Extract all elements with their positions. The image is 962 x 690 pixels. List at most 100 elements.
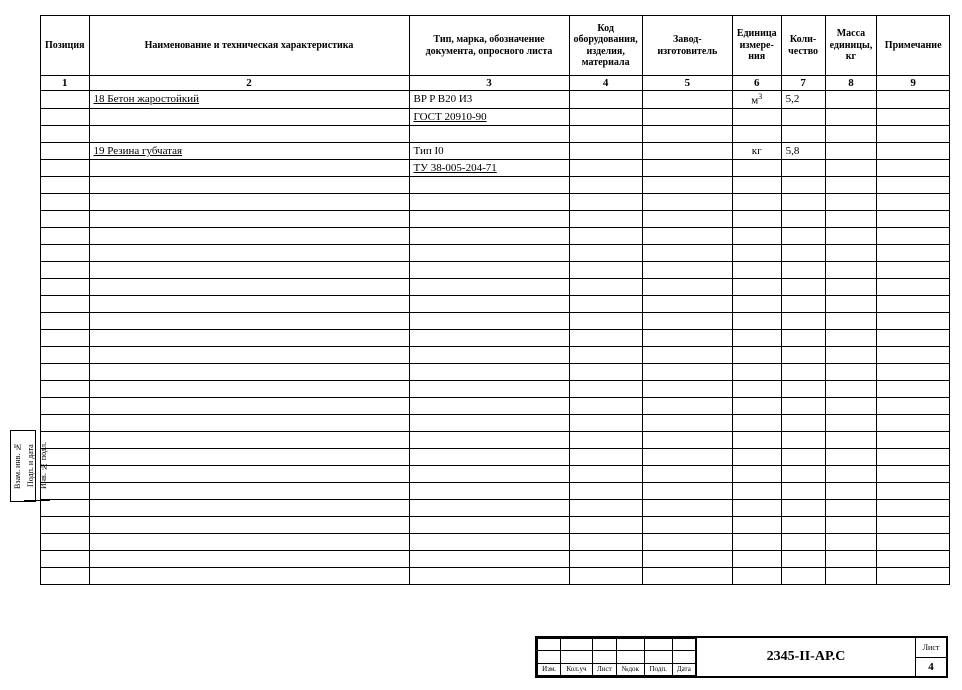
cell-c9 [877, 125, 950, 142]
table-row [41, 533, 950, 550]
cell-c9 [877, 193, 950, 210]
cell-c7 [781, 244, 825, 261]
cell-c2 [89, 278, 409, 295]
cell-c1 [41, 244, 90, 261]
table-row [41, 278, 950, 295]
cell-c2 [89, 465, 409, 482]
side-stamp: Взам. инв. № Подп. и дата Инв. № подл. [10, 430, 36, 502]
cell-c7 [781, 210, 825, 227]
table-row [41, 363, 950, 380]
colnum: 8 [825, 76, 877, 91]
sig-label: Изм. [538, 663, 561, 675]
cell-c3 [409, 397, 569, 414]
cell-c2 [89, 397, 409, 414]
cell-c4 [569, 125, 642, 142]
cell-c2 [89, 193, 409, 210]
cell-c1 [41, 142, 90, 159]
cell-c4 [569, 227, 642, 244]
table-row [41, 448, 950, 465]
cell-c4 [569, 108, 642, 125]
table-row [41, 210, 950, 227]
cell-c7 [781, 363, 825, 380]
cell-c3 [409, 516, 569, 533]
table-row [41, 261, 950, 278]
cell-c4 [569, 448, 642, 465]
cell-c1 [41, 397, 90, 414]
cell-c5 [642, 380, 732, 397]
cell-c8 [825, 482, 877, 499]
cell-c4 [569, 397, 642, 414]
sig-cell [561, 651, 593, 663]
cell-c4 [569, 210, 642, 227]
cell-c1 [41, 227, 90, 244]
cell-c3 [409, 176, 569, 193]
cell-c5 [642, 108, 732, 125]
cell-c5 [642, 431, 732, 448]
cell-c8 [825, 125, 877, 142]
cell-c5 [642, 567, 732, 584]
colnum: 9 [877, 76, 950, 91]
cell-c7 [781, 380, 825, 397]
cell-c6 [732, 295, 781, 312]
sig-cell [592, 651, 616, 663]
cell-c9 [877, 448, 950, 465]
cell-c7 [781, 482, 825, 499]
cell-c9 [877, 278, 950, 295]
cell-c6 [732, 533, 781, 550]
cell-c5 [642, 295, 732, 312]
cell-c2 [89, 482, 409, 499]
cell-c4 [569, 176, 642, 193]
cell-c8 [825, 193, 877, 210]
cell-c2 [89, 431, 409, 448]
cell-c4 [569, 346, 642, 363]
cell-c1 [41, 312, 90, 329]
cell-c6 [732, 108, 781, 125]
cell-c9 [877, 295, 950, 312]
cell-c8 [825, 414, 877, 431]
table-body: 18 Бетон жаростойкийBP P B20 И3м35,2ГОСТ… [41, 91, 950, 585]
cell-c6: кг [732, 142, 781, 159]
cell-c6 [732, 397, 781, 414]
cell-c1 [41, 567, 90, 584]
cell-c7: 5,2 [781, 91, 825, 109]
colnum: 1 [41, 76, 90, 91]
cell-c6 [732, 227, 781, 244]
cell-c2 [89, 295, 409, 312]
cell-c5 [642, 193, 732, 210]
cell-c7 [781, 278, 825, 295]
cell-c6 [732, 261, 781, 278]
cell-c1 [41, 159, 90, 176]
cell-c5 [642, 159, 732, 176]
table-row: ТУ 38-005-204-71 [41, 159, 950, 176]
cell-c5 [642, 516, 732, 533]
header-mass: Масса единицы, кг [825, 16, 877, 76]
cell-c9 [877, 380, 950, 397]
cell-c2 [89, 176, 409, 193]
cell-c3 [409, 312, 569, 329]
cell-c3: ТУ 38-005-204-71 [409, 159, 569, 176]
cell-c1 [41, 108, 90, 125]
cell-c6 [732, 125, 781, 142]
cell-c4 [569, 414, 642, 431]
cell-c5 [642, 499, 732, 516]
sig-cell [672, 651, 695, 663]
cell-c3 [409, 380, 569, 397]
cell-c8 [825, 261, 877, 278]
cell-c6 [732, 244, 781, 261]
cell-c1 [41, 329, 90, 346]
header-maker: Завод-изготовитель [642, 16, 732, 76]
cell-c9 [877, 431, 950, 448]
cell-c5 [642, 363, 732, 380]
cell-c7 [781, 125, 825, 142]
cell-c7 [781, 448, 825, 465]
cell-c2 [89, 244, 409, 261]
cell-c7 [781, 261, 825, 278]
table-row [41, 244, 950, 261]
header-name: Наименование и техническая характеристик… [89, 16, 409, 76]
cell-c4 [569, 550, 642, 567]
cell-c3 [409, 227, 569, 244]
sig-label: Подп. [644, 663, 672, 675]
cell-c7: 5,8 [781, 142, 825, 159]
cell-c9 [877, 533, 950, 550]
cell-c1 [41, 125, 90, 142]
